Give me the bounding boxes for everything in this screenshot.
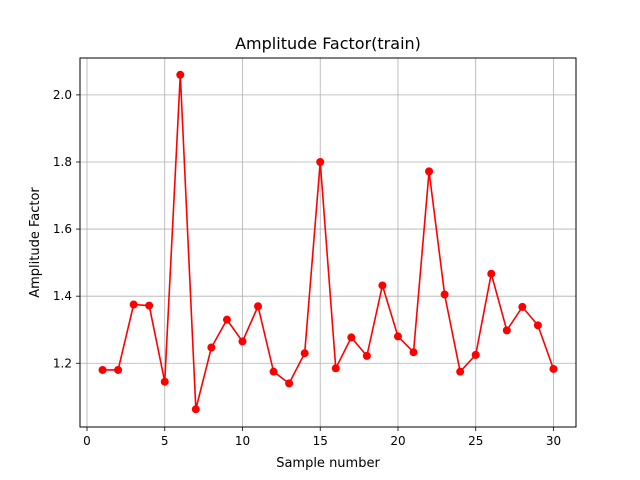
data-point	[222, 315, 231, 324]
series-line	[98, 70, 558, 414]
data-point	[114, 365, 123, 374]
x-tick-label: 10	[235, 434, 250, 448]
plot-frame	[79, 57, 577, 428]
grid	[80, 58, 576, 427]
data-point	[176, 70, 185, 79]
data-point	[269, 367, 278, 376]
y-axis-label: Amplitude Factor	[28, 187, 43, 298]
data-point	[518, 302, 527, 311]
data-point	[425, 167, 434, 176]
data-point	[160, 377, 169, 386]
data-point	[316, 157, 325, 166]
x-axis-label: Sample number	[276, 456, 380, 471]
data-point	[378, 281, 387, 290]
x-tick-label: 20	[390, 434, 405, 448]
y-tick-label: 1.6	[53, 222, 72, 236]
chart-title: Amplitude Factor(train)	[235, 34, 421, 53]
y-tick-label: 1.8	[53, 155, 72, 169]
x-tick-label: 15	[313, 434, 328, 448]
data-point	[331, 364, 340, 373]
data-point	[191, 405, 200, 414]
data-point	[145, 301, 154, 310]
x-tick-label: 0	[83, 434, 91, 448]
series-polyline	[102, 74, 555, 410]
data-point	[502, 326, 511, 335]
x-tick-label: 5	[161, 434, 169, 448]
data-point	[285, 379, 294, 388]
x-tick-label: 30	[546, 434, 561, 448]
data-point	[300, 349, 309, 358]
data-point	[409, 348, 418, 357]
data-point	[440, 290, 449, 299]
data-point	[471, 350, 480, 359]
data-point	[207, 343, 216, 352]
data-point	[533, 321, 542, 330]
data-point	[456, 367, 465, 376]
data-point	[238, 337, 247, 346]
data-point	[393, 332, 402, 341]
y-tick-label: 1.2	[53, 356, 72, 370]
data-point	[254, 302, 263, 311]
data-point	[129, 300, 138, 309]
data-point	[362, 351, 371, 360]
data-point	[98, 365, 107, 374]
x-tick-label: 25	[468, 434, 483, 448]
y-tick-label: 1.4	[53, 289, 72, 303]
data-point	[347, 333, 356, 342]
data-point	[549, 364, 558, 373]
axis-ticks: 0 5 10 15 20 25 30 1.2 1.4 1.6 1.8 2.0	[53, 88, 561, 448]
data-point	[487, 269, 496, 278]
y-tick-label: 2.0	[53, 88, 72, 102]
